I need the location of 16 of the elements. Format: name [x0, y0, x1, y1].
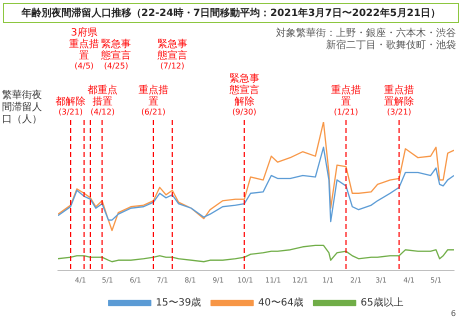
legend-label: 65歳以上	[360, 296, 404, 309]
legend-label: 40〜64歳	[258, 296, 304, 309]
ref-line-label: 3府県重点措置(4/5)	[69, 26, 100, 71]
ref-line-label: 重点措置(1/21)	[331, 84, 361, 117]
ref-line-label: 都重点措置(4/12)	[88, 84, 118, 117]
ref-line-label: 緊急事態宣言(7/12)	[156, 38, 188, 71]
legend-label: 15〜39歳	[156, 296, 202, 309]
ref-line-label: 緊急事態宣言(4/25)	[100, 38, 132, 71]
text: 対象繁華街：上野・銀座・六本木・渋谷新宿二丁目・歌舞伎町・池袋	[275, 28, 456, 52]
y-axis-title: 繁華街夜間滞留人口（人）	[2, 90, 43, 126]
ref-line-label: 重点措置(6/21)	[138, 84, 168, 117]
chart-title: 年齢別夜間滞留人口推移（22-24時・7日間移動平均：2021年3月7日〜2022年5月21日）	[3, 3, 459, 23]
ref-line-label: 緊急事態宣言解除(9/30)	[228, 72, 260, 117]
ref-line-label: 重点措置解除(3/21)	[384, 84, 414, 117]
ref-line-label: 都解除(3/21)	[56, 96, 86, 117]
text: 6	[450, 309, 456, 318]
